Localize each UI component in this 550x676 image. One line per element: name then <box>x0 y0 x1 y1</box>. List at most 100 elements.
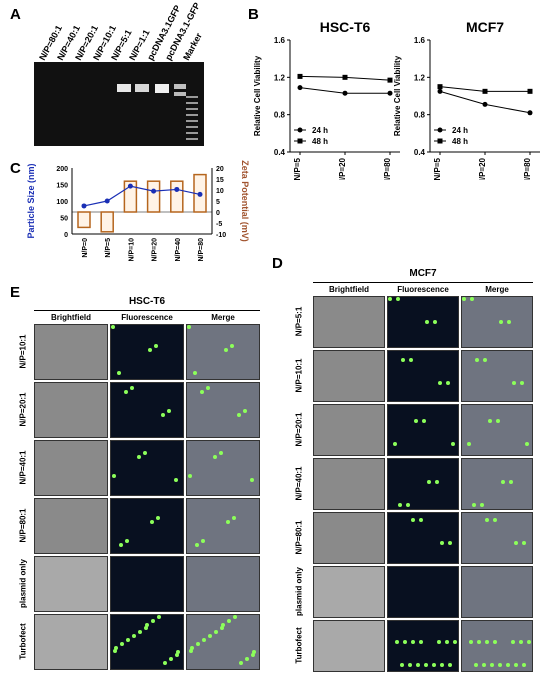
gfp-cell <box>511 640 515 644</box>
viability-chart-mcf7: MCF7 0.4 0.8 1.2 1.6 N/P=5 N/P=20 N/P=80 Relativ… <box>393 20 540 180</box>
brightfield-image <box>34 382 108 438</box>
gfp-cell <box>117 371 121 375</box>
legend-label: 24 h <box>452 126 468 135</box>
gfp-cell <box>206 386 210 390</box>
gfp-cell <box>114 646 118 650</box>
brightfield-image <box>313 296 385 348</box>
gfp-cell <box>113 649 117 653</box>
fluorescence-image <box>110 440 184 496</box>
y2-tick-label: 20 <box>216 166 224 173</box>
gfp-cell <box>163 661 167 665</box>
row-label: N/P=20:1 <box>294 412 304 447</box>
gfp-cell <box>193 371 197 375</box>
x-tick-label: N/P=5 <box>105 238 112 258</box>
gfp-cell <box>470 297 474 301</box>
gfp-cell <box>437 640 441 644</box>
y2-tick-label: -10 <box>216 232 226 239</box>
gel-image <box>34 62 204 146</box>
fluorescence-image <box>387 458 459 510</box>
data-point <box>527 110 533 116</box>
brightfield-image <box>313 404 385 456</box>
y-tick-label: 1.2 <box>274 73 286 82</box>
gel-band <box>155 84 169 93</box>
row-label: N/P=80:1 <box>294 520 304 555</box>
row-label: N/P=20:1 <box>18 392 28 427</box>
gfp-cell <box>213 455 217 459</box>
gfp-cell <box>157 615 161 619</box>
gfp-cell <box>432 663 436 667</box>
gfp-cell <box>401 358 405 362</box>
gfp-cell <box>445 640 449 644</box>
gfp-cell <box>195 543 199 547</box>
data-point <box>527 88 533 94</box>
gfp-cell <box>509 480 513 484</box>
panel-label-a: A <box>10 6 21 23</box>
gfp-cell <box>453 640 457 644</box>
zeta-bar <box>123 180 138 213</box>
row-label: N/P=40:1 <box>18 450 28 485</box>
gfp-cell <box>143 451 147 455</box>
gfp-cell <box>483 358 487 362</box>
viability-chart-hsc-t6: HSC-T6 0.4 0.8 1.2 1.6 N/P=5 N/P=20 N/P=80 Relat… <box>253 20 400 180</box>
data-point <box>387 77 393 83</box>
merge-image <box>186 614 260 670</box>
x-tick-label: N/P=5 <box>433 157 442 180</box>
grid-title: HSC-T6 <box>128 296 166 307</box>
y-tick-label: 100 <box>56 199 68 206</box>
gfp-cell <box>124 390 128 394</box>
fluorescence-image <box>110 614 184 670</box>
gfp-cell <box>175 653 179 657</box>
merge-image <box>461 566 533 618</box>
x-tick-label: N/P=40 <box>175 238 182 262</box>
gfp-cell <box>522 663 526 667</box>
gfp-cell <box>514 541 518 545</box>
gfp-cell <box>451 442 455 446</box>
gfp-cell <box>188 474 192 478</box>
y2-tick-label: 0 <box>216 210 220 217</box>
gfp-cell <box>201 539 205 543</box>
column-header: Fluorescence <box>397 285 449 294</box>
row-label: Turbofect <box>18 623 28 660</box>
merge-image <box>186 498 260 554</box>
gfp-cell <box>190 646 194 650</box>
gfp-cell <box>411 640 415 644</box>
gfp-cell <box>462 297 466 301</box>
gfp-cell <box>156 516 160 520</box>
merge-image <box>461 296 533 348</box>
title-rule <box>34 310 260 311</box>
gfp-cell <box>219 451 223 455</box>
panel-label-d: D <box>272 255 283 272</box>
gfp-cell <box>174 478 178 482</box>
gfp-cell <box>396 297 400 301</box>
gfp-cell <box>144 626 148 630</box>
size-point <box>127 183 133 189</box>
gfp-cell <box>237 413 241 417</box>
gfp-cell <box>130 386 134 390</box>
gel-band <box>135 84 149 92</box>
y-tick-label: 200 <box>56 166 68 173</box>
gfp-cell <box>525 442 529 446</box>
gfp-cell <box>243 409 247 413</box>
gfp-cell <box>132 634 136 638</box>
gfp-cell <box>438 381 442 385</box>
gfp-cell <box>493 518 497 522</box>
brightfield-image <box>313 458 385 510</box>
gfp-cell <box>527 640 531 644</box>
brightfield-image <box>34 556 108 612</box>
row-label: N/P=10:1 <box>294 358 304 393</box>
gel-band <box>174 92 186 96</box>
y-tick-label: 0.8 <box>414 111 426 120</box>
y-axis-label: Particle Size (nm) <box>26 163 36 238</box>
gfp-cell <box>250 478 254 482</box>
y-tick-label: 1.2 <box>414 73 426 82</box>
gfp-cell <box>482 663 486 667</box>
data-point <box>387 90 393 96</box>
merge-image <box>186 382 260 438</box>
brightfield-image <box>313 566 385 618</box>
gfp-cell <box>137 455 141 459</box>
gfp-cell <box>226 520 230 524</box>
merge-image <box>461 350 533 402</box>
grid-title: MCF7 <box>409 268 437 279</box>
gfp-cell <box>427 480 431 484</box>
gfp-cell <box>119 543 123 547</box>
